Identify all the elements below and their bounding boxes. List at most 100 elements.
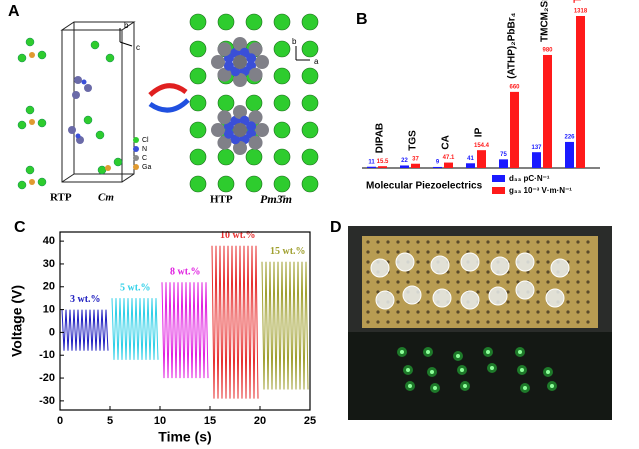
value-label: 137 <box>531 145 542 151</box>
category-label: CA <box>441 135 452 149</box>
board-hole <box>586 320 590 324</box>
board-hole <box>416 240 420 244</box>
led-core <box>406 368 410 372</box>
board-hole <box>366 310 370 314</box>
board-hole <box>446 250 450 254</box>
htp-structure: b a <box>189 13 319 193</box>
x-tick-label: 20 <box>254 415 266 427</box>
legend-swatch <box>133 164 139 170</box>
board-hole <box>446 240 450 244</box>
y-axis-label: Voltage (V) <box>9 285 25 357</box>
led <box>545 288 565 308</box>
board-hole <box>496 240 500 244</box>
led <box>432 288 452 308</box>
board-hole <box>486 310 490 314</box>
board-hole <box>376 240 380 244</box>
atom <box>301 175 319 193</box>
board-hole <box>436 250 440 254</box>
board-hole <box>366 290 370 294</box>
bar <box>477 150 486 168</box>
board-hole <box>556 250 560 254</box>
atom <box>273 40 291 58</box>
y-tick-label: 20 <box>43 281 55 293</box>
value-label: 154.4 <box>474 143 490 149</box>
board-hole <box>436 310 440 314</box>
led-core <box>490 366 494 370</box>
atom <box>233 123 247 137</box>
bar <box>400 165 409 168</box>
led-core <box>546 370 550 374</box>
board-hole <box>516 310 520 314</box>
board-hole <box>426 260 430 264</box>
board-hole <box>546 240 550 244</box>
atom <box>273 121 291 139</box>
led-core <box>518 350 522 354</box>
atom <box>245 148 263 166</box>
led <box>370 258 390 278</box>
x-tick-label: 25 <box>304 415 316 427</box>
series-line <box>61 309 109 351</box>
board-hole <box>426 250 430 254</box>
value-label: 660 <box>509 84 520 90</box>
board-hole <box>366 250 370 254</box>
board-hole <box>476 310 480 314</box>
board-hole <box>506 250 510 254</box>
board-hole <box>396 290 400 294</box>
atom <box>245 13 263 31</box>
led <box>402 285 422 305</box>
board-hole <box>536 310 540 314</box>
atom <box>301 148 319 166</box>
axis-label: b <box>124 21 129 30</box>
board-hole <box>486 270 490 274</box>
board-hole <box>476 280 480 284</box>
board-hole <box>396 300 400 304</box>
led <box>515 280 535 300</box>
atom <box>273 148 291 166</box>
board-hole <box>506 320 510 324</box>
led-core <box>400 350 404 354</box>
board-hole <box>576 270 580 274</box>
board-hole <box>476 320 480 324</box>
atom-legend: Cl NC Ga <box>133 137 151 171</box>
led-core <box>523 386 527 390</box>
atom <box>246 121 257 132</box>
board-hole <box>446 280 450 284</box>
atom <box>217 42 232 57</box>
board-hole <box>496 310 500 314</box>
board-hole <box>586 300 590 304</box>
board-hole <box>586 270 590 274</box>
board-hole <box>576 250 580 254</box>
board-hole <box>586 250 590 254</box>
led <box>515 252 535 272</box>
board-hole <box>456 250 460 254</box>
board-hole <box>486 320 490 324</box>
board-hole <box>466 320 470 324</box>
board-hole <box>366 260 370 264</box>
board-hole <box>466 310 470 314</box>
y-tick-label: -20 <box>39 372 55 384</box>
board-hole <box>556 320 560 324</box>
series-label: 15 wt.% <box>270 246 306 257</box>
board-hole <box>376 290 380 294</box>
value-label: 75 <box>500 152 507 158</box>
board-hole <box>406 280 410 284</box>
board-hole <box>496 250 500 254</box>
board-hole <box>376 280 380 284</box>
legend-swatch <box>133 137 139 143</box>
series-line <box>161 282 209 379</box>
board-hole <box>566 290 570 294</box>
legend-label: Ga <box>142 164 151 171</box>
line-chart: 3 wt.% 5 wt.% 8 wt.% 10 wt.% 15 wt.% 0 5 10 15 20… <box>9 230 316 445</box>
board-hole <box>576 320 580 324</box>
board-hole <box>416 320 420 324</box>
atom <box>255 123 269 137</box>
atom <box>245 94 263 112</box>
board-hole <box>426 300 430 304</box>
board-hole <box>476 250 480 254</box>
bar <box>565 141 574 168</box>
board-hole <box>586 280 590 284</box>
category-label: IP <box>474 127 485 137</box>
x-tick-label: 0 <box>57 415 63 427</box>
phase-label: RTP <box>50 192 72 204</box>
board-hole <box>576 240 580 244</box>
